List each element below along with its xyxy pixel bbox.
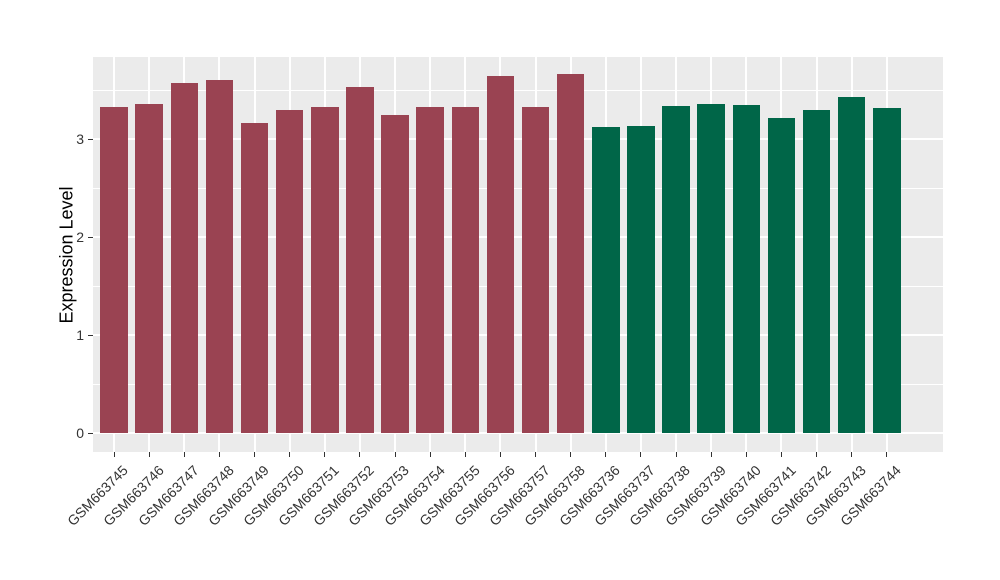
x-tick-mark-GSM663752	[359, 452, 361, 457]
x-tick-mark-GSM663744	[886, 452, 888, 457]
gridline-minor-y-2.5	[93, 187, 943, 189]
x-tick-mark-GSM663743	[851, 452, 853, 457]
bar-GSM663737	[627, 126, 655, 433]
bar-GSM663745	[100, 106, 128, 433]
y-tick-label-0: 0	[76, 425, 84, 441]
gridline-major-y-0	[93, 432, 943, 434]
bar-GSM663741	[767, 118, 796, 433]
chart-panel	[93, 57, 943, 452]
x-tick-mark-GSM663736	[605, 452, 607, 457]
y-tick-label-3: 3	[76, 131, 84, 147]
bar-GSM663748	[205, 80, 234, 433]
y-tick-mark-0	[88, 432, 93, 434]
bar-GSM663755	[451, 106, 480, 433]
bar-GSM663738	[662, 105, 690, 433]
bar-GSM663747	[170, 83, 199, 433]
x-tick-mark-GSM663758	[570, 452, 572, 457]
x-tick-mark-GSM663757	[535, 452, 537, 457]
bar-GSM663736	[592, 127, 620, 433]
x-tick-mark-GSM663749	[254, 452, 256, 457]
bar-GSM663744	[873, 107, 901, 433]
gridline-minor-y-1.5	[93, 285, 943, 287]
y-tick-mark-3	[88, 138, 93, 140]
x-tick-mark-GSM663742	[816, 452, 818, 457]
bar-GSM663752	[346, 87, 374, 433]
bar-GSM663750	[275, 109, 304, 433]
x-tick-mark-GSM663746	[148, 452, 150, 457]
x-tick-mark-GSM663750	[289, 452, 291, 457]
bar-GSM663740	[732, 104, 761, 433]
gridline-major-y-3	[93, 138, 943, 140]
bar-GSM663753	[381, 114, 409, 433]
gridline-minor-y-0.5	[93, 383, 943, 385]
x-tick-mark-GSM663737	[640, 452, 642, 457]
y-axis-title: Expression Level	[56, 186, 77, 324]
gridline-major-y-2	[93, 236, 943, 238]
x-tick-mark-GSM663741	[780, 452, 782, 457]
bar-GSM663739	[697, 103, 725, 433]
y-tick-label-2: 2	[76, 229, 84, 245]
y-tick-mark-1	[88, 334, 93, 336]
x-tick-mark-GSM663745	[113, 452, 115, 457]
x-tick-mark-GSM663751	[324, 452, 326, 457]
bar-GSM663758	[556, 74, 585, 433]
bar-GSM663756	[486, 76, 515, 433]
x-tick-mark-GSM663755	[464, 452, 466, 457]
y-tick-mark-2	[88, 236, 93, 238]
bar-GSM663749	[240, 123, 269, 433]
y-tick-label-1: 1	[76, 327, 84, 343]
bar-GSM663743	[837, 96, 866, 433]
x-tick-mark-GSM663739	[710, 452, 712, 457]
bar-GSM663754	[416, 106, 444, 433]
x-tick-mark-GSM663740	[745, 452, 747, 457]
bar-GSM663742	[802, 109, 831, 433]
gridline-major-y-1	[93, 334, 943, 336]
x-tick-mark-GSM663748	[218, 452, 220, 457]
x-tick-mark-GSM663754	[429, 452, 431, 457]
bar-GSM663746	[135, 103, 163, 433]
x-tick-mark-GSM663747	[183, 452, 185, 457]
x-tick-mark-GSM663756	[499, 452, 501, 457]
bar-GSM663751	[311, 106, 339, 433]
x-tick-mark-GSM663738	[675, 452, 677, 457]
gridline-minor-y-3.5	[93, 89, 943, 91]
x-tick-mark-GSM663753	[394, 452, 396, 457]
bar-GSM663757	[521, 106, 550, 433]
